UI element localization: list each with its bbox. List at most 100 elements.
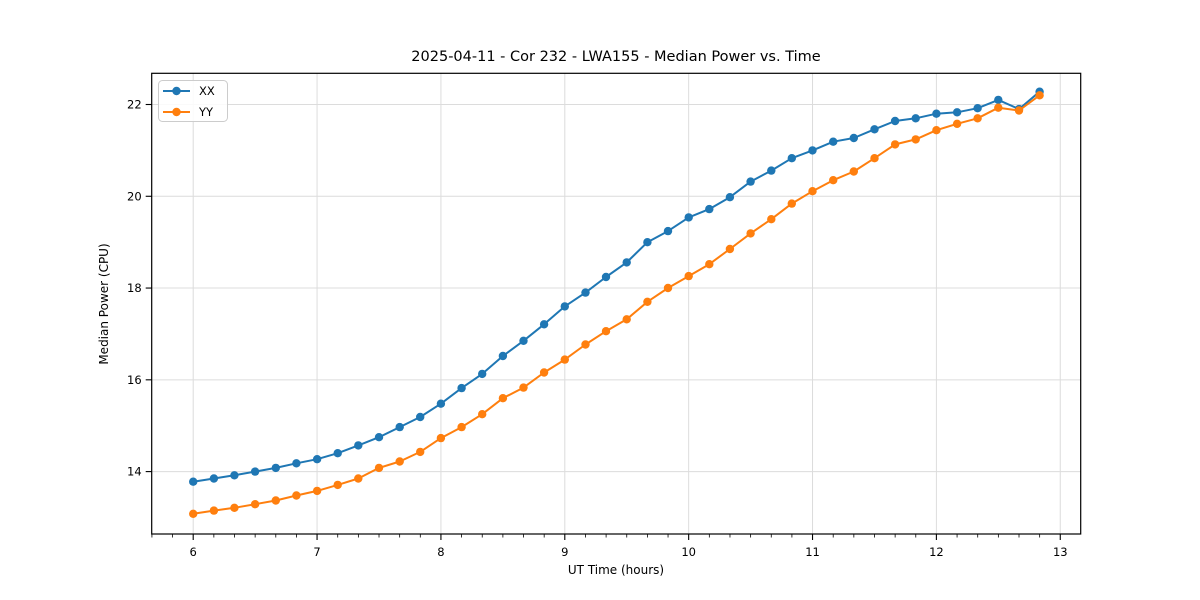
data-point-yy [890,140,900,149]
data-point-xx [684,213,693,222]
data-point-yy [271,496,280,505]
legend-label-xx: XX [199,84,215,98]
x-tick-label: 11 [805,545,820,559]
data-point-xx [416,412,425,422]
data-point-xx [457,383,466,393]
data-point-yy [746,229,755,238]
data-point-xx [374,433,384,442]
data-point-yy [829,176,838,185]
data-point-xx [539,320,549,329]
data-point-yy [973,114,982,123]
data-point-xx [705,204,714,214]
data-point-yy [601,327,611,336]
data-point-yy [849,167,858,176]
data-point-xx [663,226,673,236]
data-point-yy [312,486,322,496]
data-point-yy [1014,106,1024,115]
data-point-xx [581,288,590,297]
series-line-yy [193,94,1041,515]
data-point-xx [725,193,735,202]
data-point-xx [209,474,219,483]
data-point-yy [663,283,673,293]
data-point-yy [705,260,714,269]
data-point-yy [230,503,239,512]
data-point-xx [230,471,239,480]
data-point-yy [209,506,219,515]
y-tick-label: 14 [127,465,142,479]
y-tick-label: 20 [127,189,142,203]
data-point-xx [808,146,817,155]
legend-marker-xx [172,86,181,96]
y-axis-label: Median Power (CPU) [97,243,111,364]
data-point-yy [416,447,425,457]
data-point-yy [189,509,198,518]
x-tick-label: 13 [1053,545,1068,559]
x-tick-label: 9 [561,545,568,559]
data-point-xx [787,154,796,163]
data-point-yy [994,103,1003,112]
data-point-yy [643,297,652,306]
data-point-yy [292,491,301,500]
data-point-yy [333,480,342,490]
data-point-xx [601,272,611,282]
x-tick-label: 6 [190,545,197,559]
data-point-xx [395,422,404,432]
data-point-xx [436,399,446,408]
series-line-xx [193,90,1041,483]
data-point-yy [622,315,631,324]
data-point-yy [1035,91,1044,100]
y-tick-label: 22 [127,98,142,112]
data-point-xx [932,109,941,118]
data-point-xx [622,258,631,267]
data-point-xx [890,116,900,126]
data-point-yy [519,383,528,392]
plot-area: 6 7 8 9 10 11 12 13 14 16 18 20 22 [127,72,1082,559]
legend-box [158,80,228,122]
x-axis-label: UT Time (hours) [568,563,664,577]
data-point-xx [952,108,962,117]
data-point-yy [581,340,590,349]
data-point-xx [498,351,508,361]
y-tick-label: 16 [127,373,142,387]
data-point-xx [829,137,838,146]
data-point-xx [478,369,487,379]
data-point-yy [478,410,487,419]
data-point-xx [312,455,322,464]
data-point-xx [973,104,982,113]
x-tick-label: 8 [437,545,444,559]
data-point-yy [395,457,404,466]
legend-label-yy: YY [198,105,214,119]
data-point-xx [643,238,652,247]
data-point-yy [911,135,920,144]
legend-marker-yy [172,107,181,117]
data-point-yy [560,355,569,364]
data-point-xx [870,125,879,134]
data-point-yy [952,119,962,128]
data-point-xx [292,459,301,468]
data-point-xx [333,449,342,458]
data-point-xx [746,177,755,186]
data-point-yy [767,215,776,224]
data-point-yy [684,271,693,281]
data-point-xx [911,114,920,123]
data-point-xx [560,302,569,311]
data-point-xx [354,441,363,450]
data-point-yy [457,422,466,432]
data-point-xx [994,95,1003,105]
data-point-yy [498,394,508,403]
data-point-yy [787,199,796,208]
data-point-yy [808,187,817,196]
data-point-yy [436,433,446,443]
x-tick-label: 12 [929,545,944,559]
chart-title: 2025-04-11 - Cor 232 - LWA155 - Median P… [411,49,820,65]
x-tick-label: 7 [313,545,320,559]
data-point-yy [374,463,384,473]
plot-border [151,72,1082,535]
x-tick-label: 10 [681,545,696,559]
legend: XX YY [158,80,228,122]
data-point-yy [932,126,941,135]
y-tick-label: 18 [127,281,142,295]
data-point-xx [767,166,776,175]
